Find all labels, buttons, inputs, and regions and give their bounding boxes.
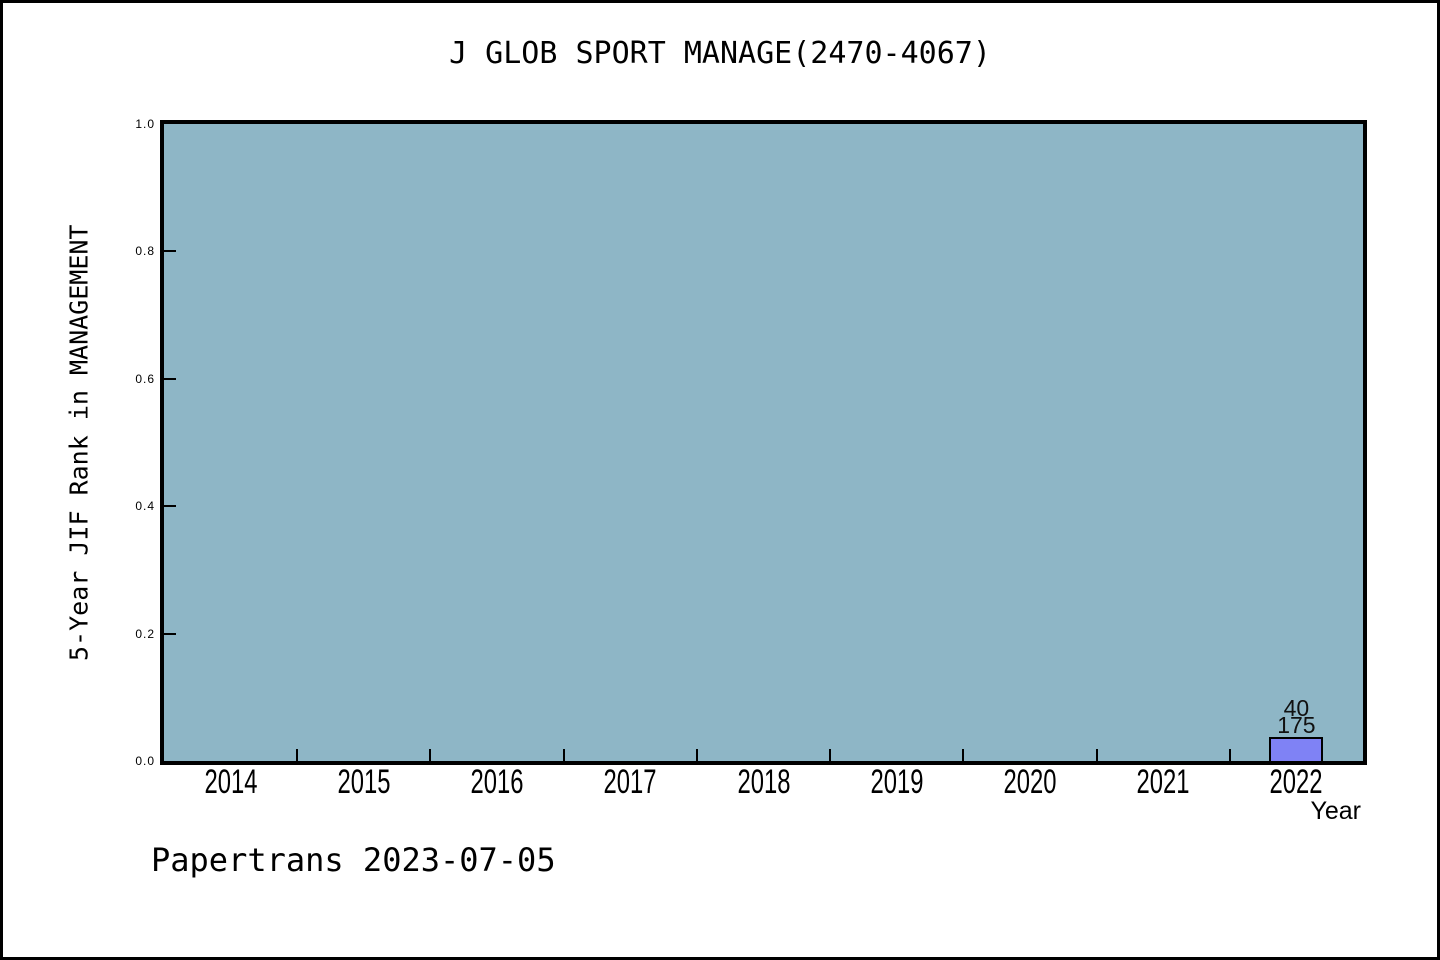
x-tick-label: 2019 [870,763,924,801]
x-tick-label: 2020 [1003,763,1057,801]
bar-total-value: 175 [1277,712,1316,738]
bar-2022 [1269,736,1324,761]
x-tick-mark [296,749,299,761]
y-tick-label: 0.8 [135,244,155,259]
y-tick-label: 0.2 [135,626,155,641]
bar-rank-value: 40 [1283,695,1310,721]
y-tick-mark [164,377,176,380]
x-tick-label: 2021 [1136,763,1190,801]
x-tick-mark [1228,749,1231,761]
chart-title: J GLOB SPORT MANAGE(2470-4067) [449,36,991,71]
plot-area: 40 175 [160,120,1367,765]
y-tick-label: 1.0 [135,117,155,131]
watermark-text: Papertrans 2023-07-05 [151,841,556,879]
x-tick-label: 2014 [204,763,258,801]
x-tick-mark [562,749,565,761]
bar-value-labels: 40 175 [1277,695,1316,738]
x-tick-label: 2017 [603,763,657,801]
x-tick-label: 2022 [1269,763,1323,801]
x-axis-tick-labels: 2014 2015 2016 2017 2018 2019 2020 2021 … [164,765,1363,801]
x-tick-label: 2018 [737,763,790,801]
x-tick-label: 2016 [470,763,524,801]
y-tick-mark [164,505,176,508]
y-tick-label: 0.4 [135,499,155,514]
y-tick-mark [164,250,176,253]
y-axis-tick-labels: 1.0 0.8 0.6 0.4 0.2 0.0 [3,117,155,768]
x-tick-mark [1095,749,1098,761]
x-axis-label: Year [1310,797,1361,825]
x-tick-label: 2015 [337,763,391,801]
y-tick-label: 0.6 [135,371,155,386]
x-tick-mark [695,749,698,761]
x-tick-mark [962,749,965,761]
y-tick-label: 0.0 [135,754,155,768]
y-tick-mark [164,632,176,635]
x-tick-mark [429,749,432,761]
x-tick-mark [829,749,832,761]
